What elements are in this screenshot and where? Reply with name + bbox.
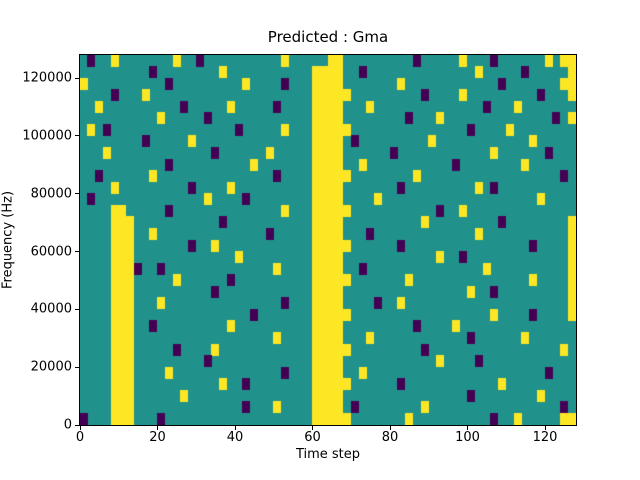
x-tick-mark bbox=[312, 426, 313, 430]
x-tick-mark bbox=[389, 426, 391, 430]
y-tick-label: 0 bbox=[63, 417, 72, 433]
x-tick-label: 60 bbox=[304, 430, 321, 445]
y-tick-mark bbox=[75, 193, 79, 195]
plot-area bbox=[79, 54, 577, 426]
x-tick-mark bbox=[544, 426, 546, 430]
x-tick-label: 120 bbox=[532, 430, 558, 445]
x-axis-label: Time step bbox=[295, 447, 361, 462]
x-tick-mark bbox=[79, 426, 81, 430]
x-tick-label: 20 bbox=[149, 430, 166, 445]
x-tick-mark bbox=[157, 426, 158, 430]
x-tick-mark bbox=[234, 426, 236, 430]
y-tick-label: 40000 bbox=[30, 301, 72, 317]
y-tick-mark bbox=[75, 424, 79, 426]
y-tick-mark bbox=[75, 251, 79, 253]
x-tick-label: 0 bbox=[75, 430, 85, 445]
x-tick-label: 40 bbox=[226, 430, 244, 445]
y-tick-label: 120000 bbox=[22, 70, 72, 86]
y-tick-mark bbox=[75, 366, 79, 368]
x-tick-label: 100 bbox=[455, 430, 480, 445]
x-tick-mark bbox=[467, 426, 468, 430]
heatmap-canvas bbox=[80, 55, 576, 425]
y-tick-mark bbox=[75, 308, 79, 310]
y-tick-label: 80000 bbox=[30, 186, 72, 202]
y-axis-label: Frequency (Hz) bbox=[0, 190, 16, 290]
chart-title: Predicted : Gma bbox=[267, 28, 389, 46]
y-tick-label: 60000 bbox=[30, 244, 72, 260]
y-tick-label: 100000 bbox=[22, 128, 72, 144]
y-tick-label: 20000 bbox=[30, 359, 72, 375]
x-tick-label: 80 bbox=[381, 430, 399, 445]
y-tick-mark bbox=[75, 135, 79, 137]
y-tick-mark bbox=[75, 77, 79, 79]
